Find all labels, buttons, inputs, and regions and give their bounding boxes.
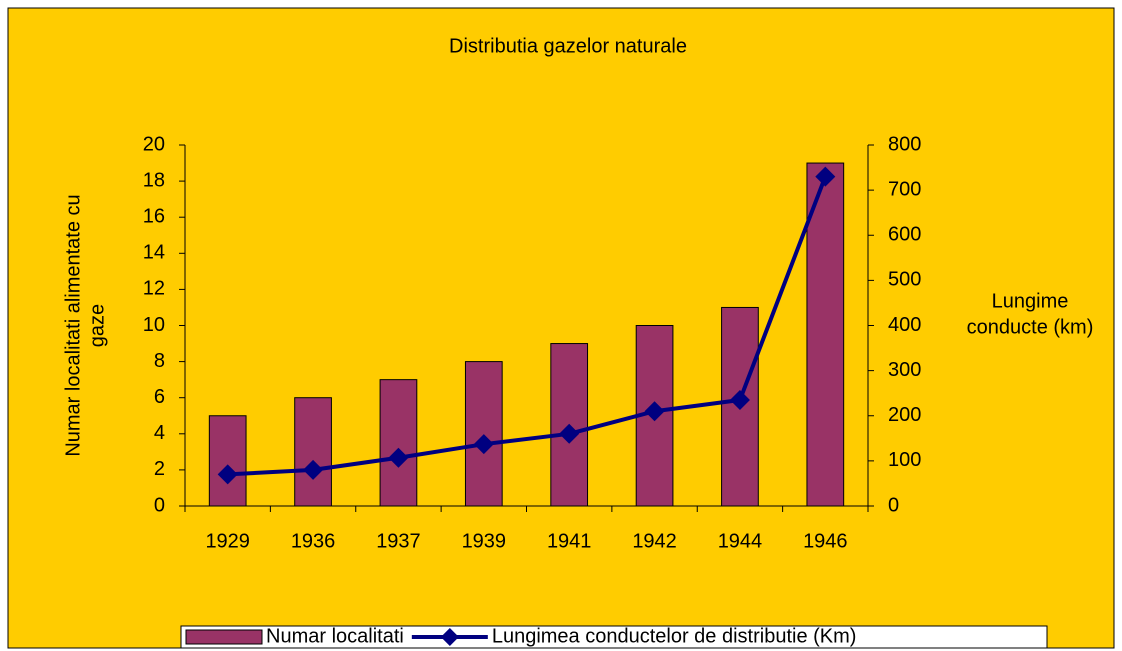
y-tick-label: 10 bbox=[143, 314, 165, 336]
y-tick-label: 18 bbox=[143, 169, 165, 191]
chart-title: Distributia gazelor naturale bbox=[449, 35, 687, 57]
y-tick-label: 14 bbox=[143, 242, 165, 264]
y-axis-label: gaze bbox=[86, 304, 108, 347]
y-tick-label: 16 bbox=[143, 205, 165, 227]
bar bbox=[379, 379, 418, 507]
y2-tick-label: 200 bbox=[888, 404, 921, 426]
legend-marker bbox=[440, 628, 459, 646]
line-marker bbox=[388, 447, 409, 468]
y2-axis-label: Lungime bbox=[992, 290, 1069, 312]
y2-tick-label: 100 bbox=[888, 449, 921, 471]
bar bbox=[464, 361, 503, 507]
y-tick-label: 6 bbox=[154, 386, 165, 408]
line bbox=[227, 175, 828, 477]
y2-axis-label: conducte (km) bbox=[967, 316, 1094, 338]
y2-tick-label: 0 bbox=[888, 494, 899, 516]
line-marker bbox=[303, 459, 324, 480]
y-tick-label: 0 bbox=[154, 494, 165, 516]
legend-label: Numar localitati bbox=[266, 625, 404, 647]
y-tick-label: 8 bbox=[154, 350, 165, 372]
x-tick-label: 1936 bbox=[291, 530, 336, 552]
y2-tick-label: 700 bbox=[888, 178, 921, 200]
y-axis-label: Numar localitati alimentate cu bbox=[62, 194, 84, 456]
y2-tick-label: 800 bbox=[888, 133, 921, 155]
chart-area bbox=[7, 7, 1115, 649]
bar bbox=[208, 415, 247, 507]
y2-tick-label: 300 bbox=[888, 359, 921, 381]
legend bbox=[180, 625, 1048, 649]
y-tick-label: 12 bbox=[143, 278, 165, 300]
line-marker bbox=[473, 434, 494, 455]
legend-label: Lungimea conductelor de distributie (Km) bbox=[492, 625, 857, 647]
x-tick-label: 1944 bbox=[718, 530, 763, 552]
x-tick-label: 1937 bbox=[376, 530, 421, 552]
line-marker bbox=[815, 166, 836, 187]
line-marker bbox=[559, 423, 580, 444]
x-tick-label: 1941 bbox=[547, 530, 592, 552]
line-marker bbox=[644, 401, 665, 422]
x-tick-label: 1942 bbox=[632, 530, 677, 552]
x-tick-label: 1929 bbox=[205, 530, 250, 552]
y-tick-label: 20 bbox=[143, 133, 165, 155]
y2-tick-label: 400 bbox=[888, 314, 921, 336]
legend-swatch bbox=[185, 629, 263, 645]
y-tick-label: 4 bbox=[154, 422, 165, 444]
x-tick-label: 1946 bbox=[803, 530, 848, 552]
bar bbox=[806, 162, 845, 507]
line-marker bbox=[217, 464, 238, 485]
y2-tick-label: 500 bbox=[888, 269, 921, 291]
bar bbox=[294, 397, 332, 507]
y-tick-label: 2 bbox=[154, 458, 165, 480]
line-marker bbox=[729, 389, 750, 410]
y2-tick-label: 600 bbox=[888, 224, 921, 246]
x-tick-label: 1939 bbox=[462, 530, 507, 552]
